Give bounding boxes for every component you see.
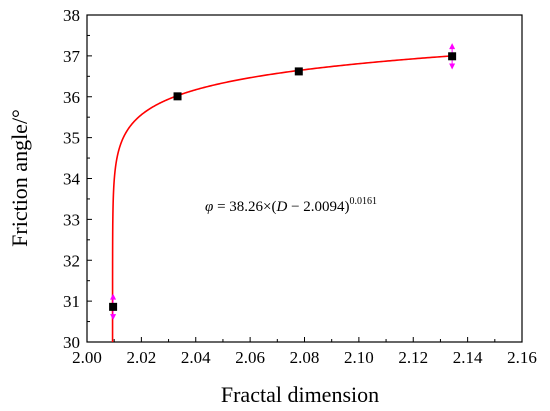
data-point [448,52,457,61]
fit-curve [111,55,453,342]
x-tick-label: 2.02 [127,348,157,367]
plot-frame [86,14,523,343]
data-point [294,67,303,76]
error-cap-down [449,63,456,70]
error-cap-up [449,43,456,50]
y-tick-label: 32 [63,251,80,270]
y-tick-label: 30 [63,333,80,352]
data-point [109,302,118,311]
x-axis-title: Fractal dimension [221,382,379,407]
x-tick-label: 2.04 [181,348,211,367]
y-tick-label: 34 [63,170,81,189]
x-tick-label: 2.14 [453,348,483,367]
y-tick-label: 37 [63,47,81,66]
error-cap-up [110,293,117,300]
x-tick-label: 2.06 [235,348,265,367]
fit-equation: φ = 38.26×(D − 2.0094)0.0161 [205,196,377,215]
x-tick-label: 2.10 [344,348,374,367]
data-points [109,43,457,321]
y-tick-label: 33 [63,210,80,229]
y-axis-ticks: 30 31 32 33 34 35 36 37 38 [63,6,92,352]
data-point [173,92,182,101]
axes [86,14,523,343]
y-tick-label: 36 [63,88,80,107]
x-tick-label: 2.00 [72,348,102,367]
x-tick-label: 2.08 [290,348,320,367]
x-tick-label: 2.12 [398,348,428,367]
y-tick-label: 38 [63,6,80,25]
x-tick-label: 2.16 [507,348,537,367]
y-tick-label: 31 [63,292,80,311]
y-axis-title: Friction angle/° [7,109,32,247]
error-cap-down [110,314,117,321]
x-axis-ticks: 2.00 2.02 2.04 2.06 2.08 2.10 2.12 2.14 2.16 [72,337,537,367]
y-tick-label: 35 [63,129,80,148]
